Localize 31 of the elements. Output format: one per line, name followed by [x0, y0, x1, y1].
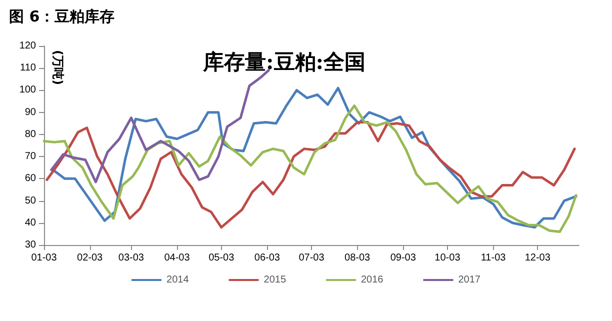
x-tick-label: 10-03: [434, 252, 461, 264]
x-tick-label: 02-03: [77, 252, 104, 264]
legend-label: 2017: [458, 274, 481, 286]
legend-label: 2015: [264, 274, 286, 286]
chart-title: 图 6：豆粕库存: [9, 8, 115, 26]
x-tick-label: 06-03: [254, 252, 280, 264]
y-tick-label: 50: [24, 195, 36, 206]
x-tick-label: 12-03: [524, 252, 551, 264]
y-tick-label: 80: [24, 128, 36, 140]
x-tick-label: 11-03: [480, 252, 506, 264]
x-tick-label: 07-03: [298, 252, 325, 264]
legend-label: 2014: [166, 274, 190, 286]
x-tick-label: 09-03: [390, 252, 416, 264]
y-tick-label: 40: [24, 217, 36, 228]
y-tick-label: 30: [24, 240, 36, 250]
x-tick-label: 03-03: [118, 252, 144, 264]
y-tick-label: 60: [24, 173, 36, 184]
y-axis-title: (万吨): [51, 50, 65, 85]
line-series: [46, 121, 576, 229]
x-tick-label: 08-03: [344, 252, 371, 264]
y-tick-label: 110: [20, 62, 36, 74]
y-tick-label: 120: [19, 40, 36, 52]
legend-label: 2016: [361, 274, 384, 286]
y-tick-label: 70: [24, 151, 36, 162]
x-tick-label: 05-03: [208, 252, 235, 264]
x-tick-label: 04-03: [164, 252, 190, 264]
line-series: [42, 104, 578, 233]
chart-subtitle: 库存量:豆粕:全国: [202, 49, 366, 74]
y-tick-label: 90: [24, 106, 36, 118]
y-tick-label: 100: [19, 84, 36, 96]
x-tick-label: 01-03: [31, 252, 58, 264]
